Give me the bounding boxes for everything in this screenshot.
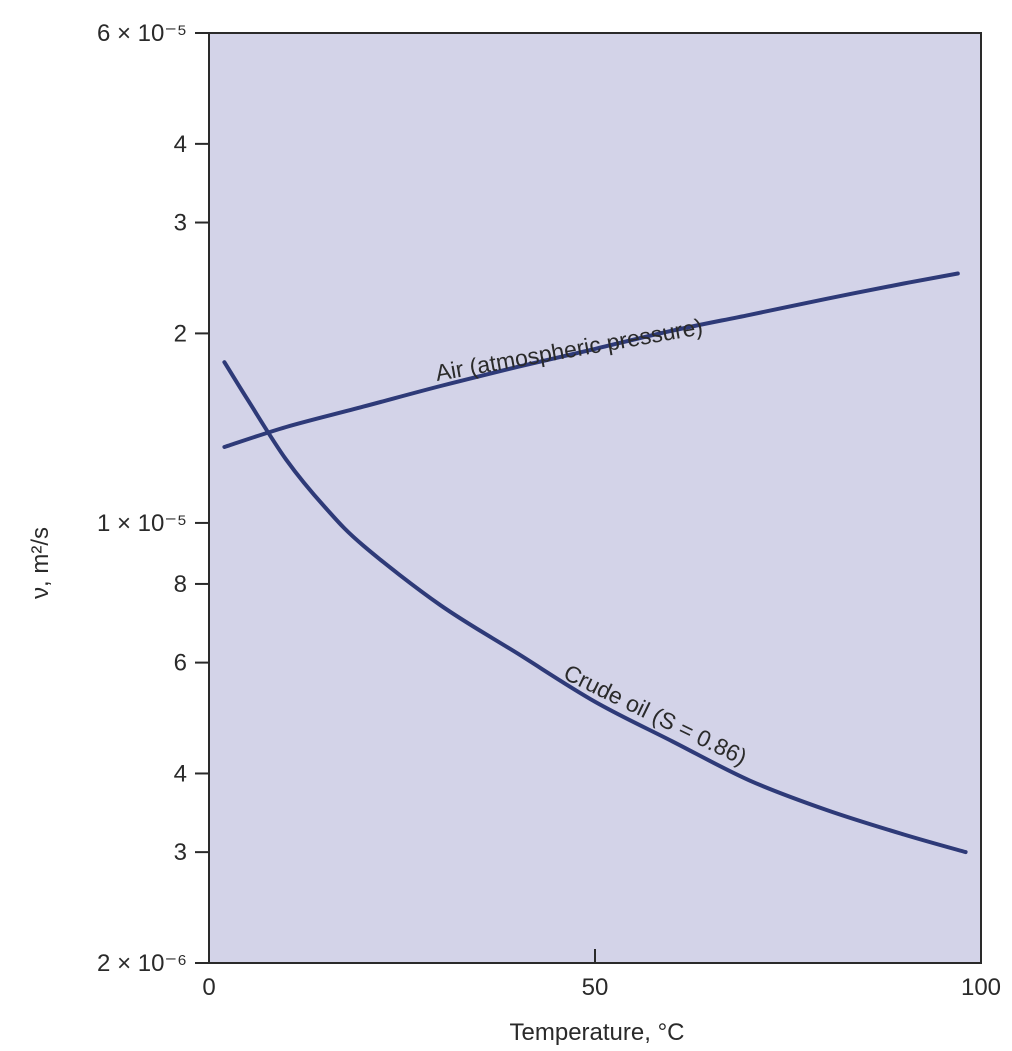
y-tick-label-9: 2 × 10⁻⁶ [97,950,187,977]
y-tick-label-6: 6 [174,650,187,677]
y-tick-label-3: 2 [174,320,187,347]
y-tick-label-0: 6 × 10⁻⁵ [97,20,187,47]
y-tick-label-7: 4 [174,760,187,787]
plot-frame [208,32,982,964]
y-tick-label-2: 3 [174,210,187,237]
y-axis-label: ν, m²/s [27,527,54,599]
y-axis-ticks: 6 × 10⁻⁵ 4 3 2 1 × 10⁻⁵ 8 6 4 3 2 × 10⁻⁶ [97,20,209,977]
y-tick-label-4: 1 × 10⁻⁵ [97,510,187,537]
x-tick-label-1: 50 [582,974,609,1001]
y-tick-label-1: 4 [174,131,187,158]
series-lines [222,271,968,855]
x-tick-label-2: 100 [961,974,1001,1001]
plot-background [209,33,981,963]
y-tick-label-5: 8 [174,571,187,598]
y-tick-label-8: 3 [174,839,187,866]
x-axis-label: Temperature, °C [510,1019,685,1046]
series-line-air [222,271,960,449]
x-tick-label-0: 0 [202,974,215,1001]
series-line-crude-oil [222,360,968,855]
